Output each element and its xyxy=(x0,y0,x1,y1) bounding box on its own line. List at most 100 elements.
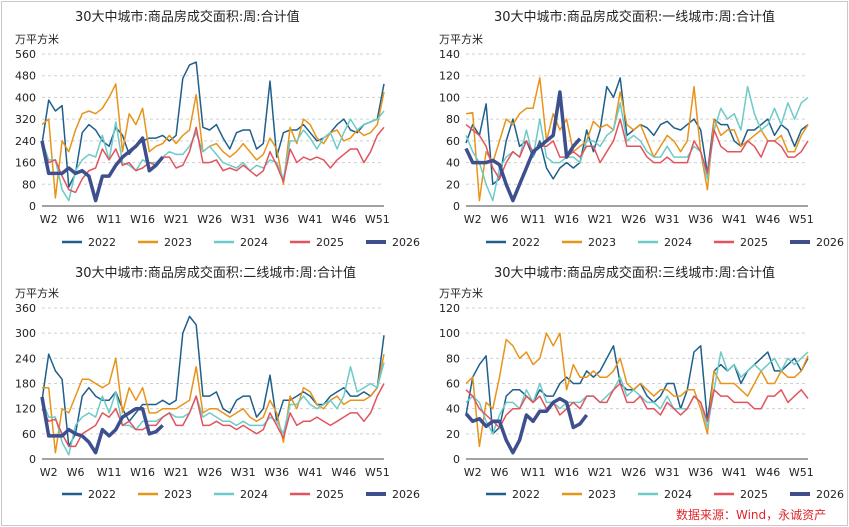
x-tick-label: W36 xyxy=(688,466,713,479)
y-tick-label: 480 xyxy=(15,70,36,83)
legend-label-2023: 2023 xyxy=(164,488,192,501)
x-tick-label: W16 xyxy=(554,466,579,479)
legend-label-2025: 2025 xyxy=(316,488,344,501)
x-tick-label: W16 xyxy=(130,213,155,226)
x-tick-label: W16 xyxy=(554,213,579,226)
x-tick-label: W11 xyxy=(97,466,122,479)
series-line-2025 xyxy=(465,118,809,180)
legend-label-2022: 2022 xyxy=(88,236,116,249)
y-tick-label: 560 xyxy=(15,48,36,61)
y-tick-label: 80 xyxy=(446,113,460,126)
series-line-2022 xyxy=(41,315,385,448)
series-line-2026 xyxy=(464,90,582,203)
y-tick-label: 80 xyxy=(446,352,460,365)
series-line-2023 xyxy=(41,83,385,199)
legend-label-2023: 2023 xyxy=(164,236,192,249)
y-tick-label: 40 xyxy=(446,157,460,170)
y-tick-label: 60 xyxy=(22,428,36,441)
source-note: 数据来源：Wind，永诚资产 xyxy=(676,508,827,522)
x-tick-label: W31 xyxy=(231,466,256,479)
x-tick-label: W46 xyxy=(331,466,356,479)
unit-label: 万平方米 xyxy=(439,287,483,300)
x-tick-label: W36 xyxy=(688,213,713,226)
panel-tier1: 30大中城市:商品房成交面积:一线城市:周:合计值 万平方米 0 20 40 60 80… xyxy=(424,0,848,262)
chart-title: 30大中城市:商品房成交面积:一线城市:周:合计值 xyxy=(494,10,776,25)
y-tick-label: 0 xyxy=(29,453,36,466)
legend-label-2026: 2026 xyxy=(392,236,420,249)
legend-label-2024: 2024 xyxy=(664,236,692,249)
series-line-2025 xyxy=(465,382,809,429)
panel-tier2: 30大中城市:商品房成交面积:二线城市:周:合计值 万平方米 0 60 120 180… xyxy=(0,262,424,524)
legend-label-2024: 2024 xyxy=(664,488,692,501)
x-tick-label: W16 xyxy=(130,466,155,479)
x-tick-label: W6 xyxy=(67,466,85,479)
chart-title: 30大中城市:商品房成交面积:三线城市:周:合计值 xyxy=(494,266,776,281)
legend-label-2026: 2026 xyxy=(392,488,420,501)
y-tick-label: 360 xyxy=(15,302,36,315)
x-tick-label: W41 xyxy=(722,213,747,226)
x-tick-label: W26 xyxy=(621,466,646,479)
y-tick-label: 120 xyxy=(439,302,460,315)
x-tick-label: W46 xyxy=(331,213,356,226)
series-line-2024 xyxy=(41,362,385,456)
y-tick-label: 400 xyxy=(15,91,36,104)
unit-label: 万平方米 xyxy=(15,33,59,46)
x-tick-label: W2 xyxy=(40,466,58,479)
y-tick-label: 100 xyxy=(439,327,460,340)
x-tick-label: W31 xyxy=(655,213,680,226)
x-tick-label: W2 xyxy=(464,213,482,226)
x-tick-label: W36 xyxy=(264,466,289,479)
chart-svg: 0 80 160 240 320 400 480 560 W2 W6 W11 W16 W21 W26 W31… xyxy=(15,48,420,249)
series-line-2026 xyxy=(40,396,164,455)
series-line-2022 xyxy=(465,77,809,186)
x-tick-label: W31 xyxy=(655,466,680,479)
chart-svg: 0 20 40 60 80 100 120 W2 W6 W11 W16 W21 W26 W31 W36 W41… xyxy=(439,302,844,501)
legend-label-2022: 2022 xyxy=(88,488,116,501)
x-tick-label: W11 xyxy=(521,213,546,226)
legend-label-2025: 2025 xyxy=(316,236,344,249)
x-tick-label: W6 xyxy=(491,466,509,479)
unit-label: 万平方米 xyxy=(439,33,483,46)
y-tick-label: 140 xyxy=(439,48,460,61)
legend-label-2023: 2023 xyxy=(588,488,616,501)
series-line-2022 xyxy=(465,345,809,435)
x-tick-label: W46 xyxy=(755,213,780,226)
series-line-2026 xyxy=(464,396,589,455)
x-tick-label: W41 xyxy=(298,466,323,479)
legend-label-2025: 2025 xyxy=(740,236,768,249)
x-tick-label: W26 xyxy=(197,466,222,479)
chart-title: 30大中城市:商品房成交面积:周:合计值 xyxy=(75,10,300,25)
y-tick-label: 40 xyxy=(446,403,460,416)
x-tick-label: W2 xyxy=(40,213,58,226)
y-tick-label: 180 xyxy=(15,378,36,391)
y-tick-label: 60 xyxy=(446,135,460,148)
x-tick-label: W41 xyxy=(298,213,323,226)
x-tick-label: W51 xyxy=(789,466,814,479)
x-tick-label: W11 xyxy=(97,213,122,226)
y-tick-label: 120 xyxy=(15,403,36,416)
series-line-2025 xyxy=(41,383,385,448)
y-tick-label: 160 xyxy=(15,157,36,170)
legend-label-2026: 2026 xyxy=(816,488,844,501)
y-tick-label: 60 xyxy=(446,378,460,391)
x-tick-label: W46 xyxy=(755,466,780,479)
x-tick-label: W51 xyxy=(365,466,390,479)
legend-label-2024: 2024 xyxy=(240,236,268,249)
y-tick-label: 20 xyxy=(446,428,460,441)
series-line-2023 xyxy=(42,353,385,454)
x-tick-label: W6 xyxy=(67,213,85,226)
chart-svg: 0 60 120 180 240 300 360 W2 W6 W11 W16 W21 W26 W31 W36… xyxy=(15,302,420,501)
y-tick-label: 100 xyxy=(439,91,460,104)
x-tick-label: W41 xyxy=(722,466,747,479)
panel-national: 30大中城市:商品房成交面积:周:合计值 万平方米 0 80 160 240 320 40… xyxy=(0,0,424,262)
y-tick-label: 240 xyxy=(15,135,36,148)
unit-label: 万平方米 xyxy=(15,287,59,300)
y-tick-label: 0 xyxy=(453,200,460,213)
series-line-2026 xyxy=(40,136,165,203)
y-tick-label: 80 xyxy=(22,178,36,191)
x-tick-label: W51 xyxy=(789,213,814,226)
x-tick-label: W21 xyxy=(588,466,613,479)
series-line-2025 xyxy=(41,126,385,194)
y-tick-label: 120 xyxy=(439,70,460,83)
